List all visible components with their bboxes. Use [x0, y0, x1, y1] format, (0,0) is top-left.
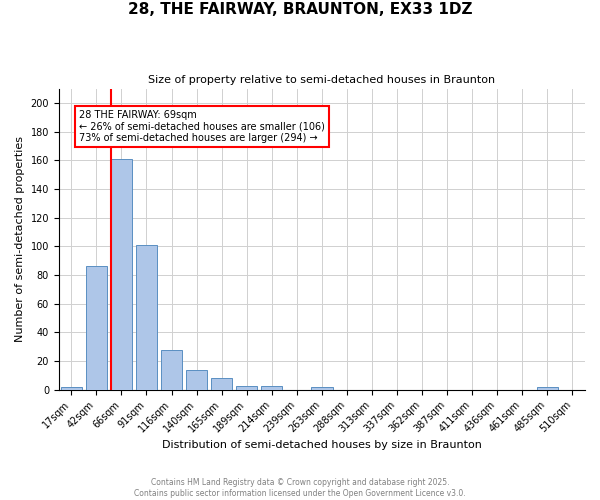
Y-axis label: Number of semi-detached properties: Number of semi-detached properties [15, 136, 25, 342]
Bar [537, 387, 558, 390]
Bar [61, 387, 82, 390]
Text: 28 THE FAIRWAY: 69sqm
← 26% of semi-detached houses are smaller (106)
73% of sem: 28 THE FAIRWAY: 69sqm ← 26% of semi-deta… [79, 110, 325, 144]
Text: Contains HM Land Registry data © Crown copyright and database right 2025.
Contai: Contains HM Land Registry data © Crown c… [134, 478, 466, 498]
Bar [311, 387, 332, 390]
X-axis label: Distribution of semi-detached houses by size in Braunton: Distribution of semi-detached houses by … [162, 440, 482, 450]
Bar [236, 386, 257, 390]
Text: 28, THE FAIRWAY, BRAUNTON, EX33 1DZ: 28, THE FAIRWAY, BRAUNTON, EX33 1DZ [128, 2, 472, 18]
Bar [211, 378, 232, 390]
Bar [86, 266, 107, 390]
Title: Size of property relative to semi-detached houses in Braunton: Size of property relative to semi-detach… [148, 75, 496, 85]
Bar [161, 350, 182, 390]
Bar [261, 386, 283, 390]
Bar [186, 370, 207, 390]
Bar [136, 245, 157, 390]
Bar [111, 159, 132, 390]
